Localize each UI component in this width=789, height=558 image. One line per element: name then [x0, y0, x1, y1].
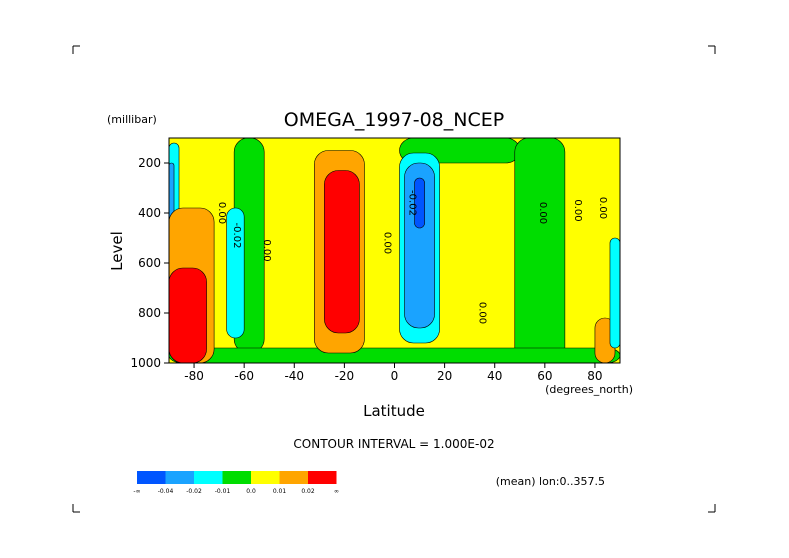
region-blue-center [404, 162, 435, 329]
region-red-center [324, 170, 360, 334]
x-units-label: (degrees_north) [545, 383, 633, 396]
contour-labels: 0.00 -0.02 0.00 0.00 -0.02 0.00 0.00 0.00 0.00 [216, 190, 608, 324]
legend-label: -0.01 [215, 488, 231, 495]
x-tick-label: 60 [537, 369, 552, 383]
legend-swatch [251, 471, 280, 484]
y-axis: 200 400 600 800 1000 [130, 156, 169, 370]
x-tick-label: -40 [284, 369, 304, 383]
x-tick-label: 0 [391, 369, 399, 383]
region-deepblue-center [414, 177, 425, 229]
legend-swatch [308, 471, 337, 484]
contour-label: 0.00 [261, 239, 272, 261]
contour-label: 0.00 [597, 197, 608, 219]
y-units-label: (millibar) [107, 113, 157, 126]
contour-label: -0.02 [231, 223, 242, 249]
region-cyan-west [226, 207, 245, 339]
x-tick-label: -60 [234, 369, 254, 383]
y-tick-label: 600 [138, 256, 161, 270]
chart-title: OMEGA_1997-08_NCEP [284, 109, 504, 131]
crop-marks [72, 45, 716, 513]
region-green-surface [169, 347, 620, 363]
legend-label: -∞ [133, 488, 140, 495]
region-green-east-band [514, 138, 566, 363]
legend-label: 0.0 [246, 488, 256, 495]
contour-label: 0.00 [572, 199, 583, 221]
region-cyan-east [609, 237, 620, 349]
y-tick-label: 400 [138, 206, 161, 220]
legend-swatch [222, 471, 251, 484]
heatmap-regions [169, 138, 620, 363]
legend-label: 0.01 [273, 488, 287, 495]
legend-label: -0.02 [186, 488, 202, 495]
legend-label: 0.02 [301, 488, 315, 495]
x-tick-label: 80 [587, 369, 602, 383]
x-axis-label: Latitude [363, 402, 425, 420]
y-tick-label: 1000 [130, 356, 161, 370]
legend-label: -0.04 [158, 488, 174, 495]
region-red-west [169, 267, 207, 363]
legend-swatch [279, 471, 308, 484]
contour-label: -0.02 [407, 190, 418, 216]
contour-label: 0.00 [477, 302, 488, 324]
legend-swatch [165, 471, 194, 484]
contour-label: 0.00 [216, 202, 227, 224]
x-tick-label: 20 [437, 369, 452, 383]
contour-label: 0.00 [537, 202, 548, 224]
color-legend: -∞ -0.04 -0.02 -0.01 0.0 0.01 0.02 ∞ [133, 471, 339, 495]
y-tick-label: 200 [138, 156, 161, 170]
mean-text: (mean) lon:0..357.5 [496, 475, 605, 488]
y-axis-label: Level [108, 231, 126, 271]
contour-label: 0.00 [381, 232, 392, 254]
x-axis: -80 -60 -40 -20 0 20 40 60 80 [184, 363, 603, 383]
legend-swatch [137, 471, 166, 484]
legend-swatch [194, 471, 223, 484]
x-tick-label: 40 [487, 369, 502, 383]
x-tick-label: -80 [184, 369, 204, 383]
x-tick-label: -20 [335, 369, 355, 383]
y-tick-label: 800 [138, 306, 161, 320]
contour-interval-text: CONTOUR INTERVAL = 1.000E-02 [293, 437, 494, 451]
legend-label: ∞ [334, 488, 339, 495]
